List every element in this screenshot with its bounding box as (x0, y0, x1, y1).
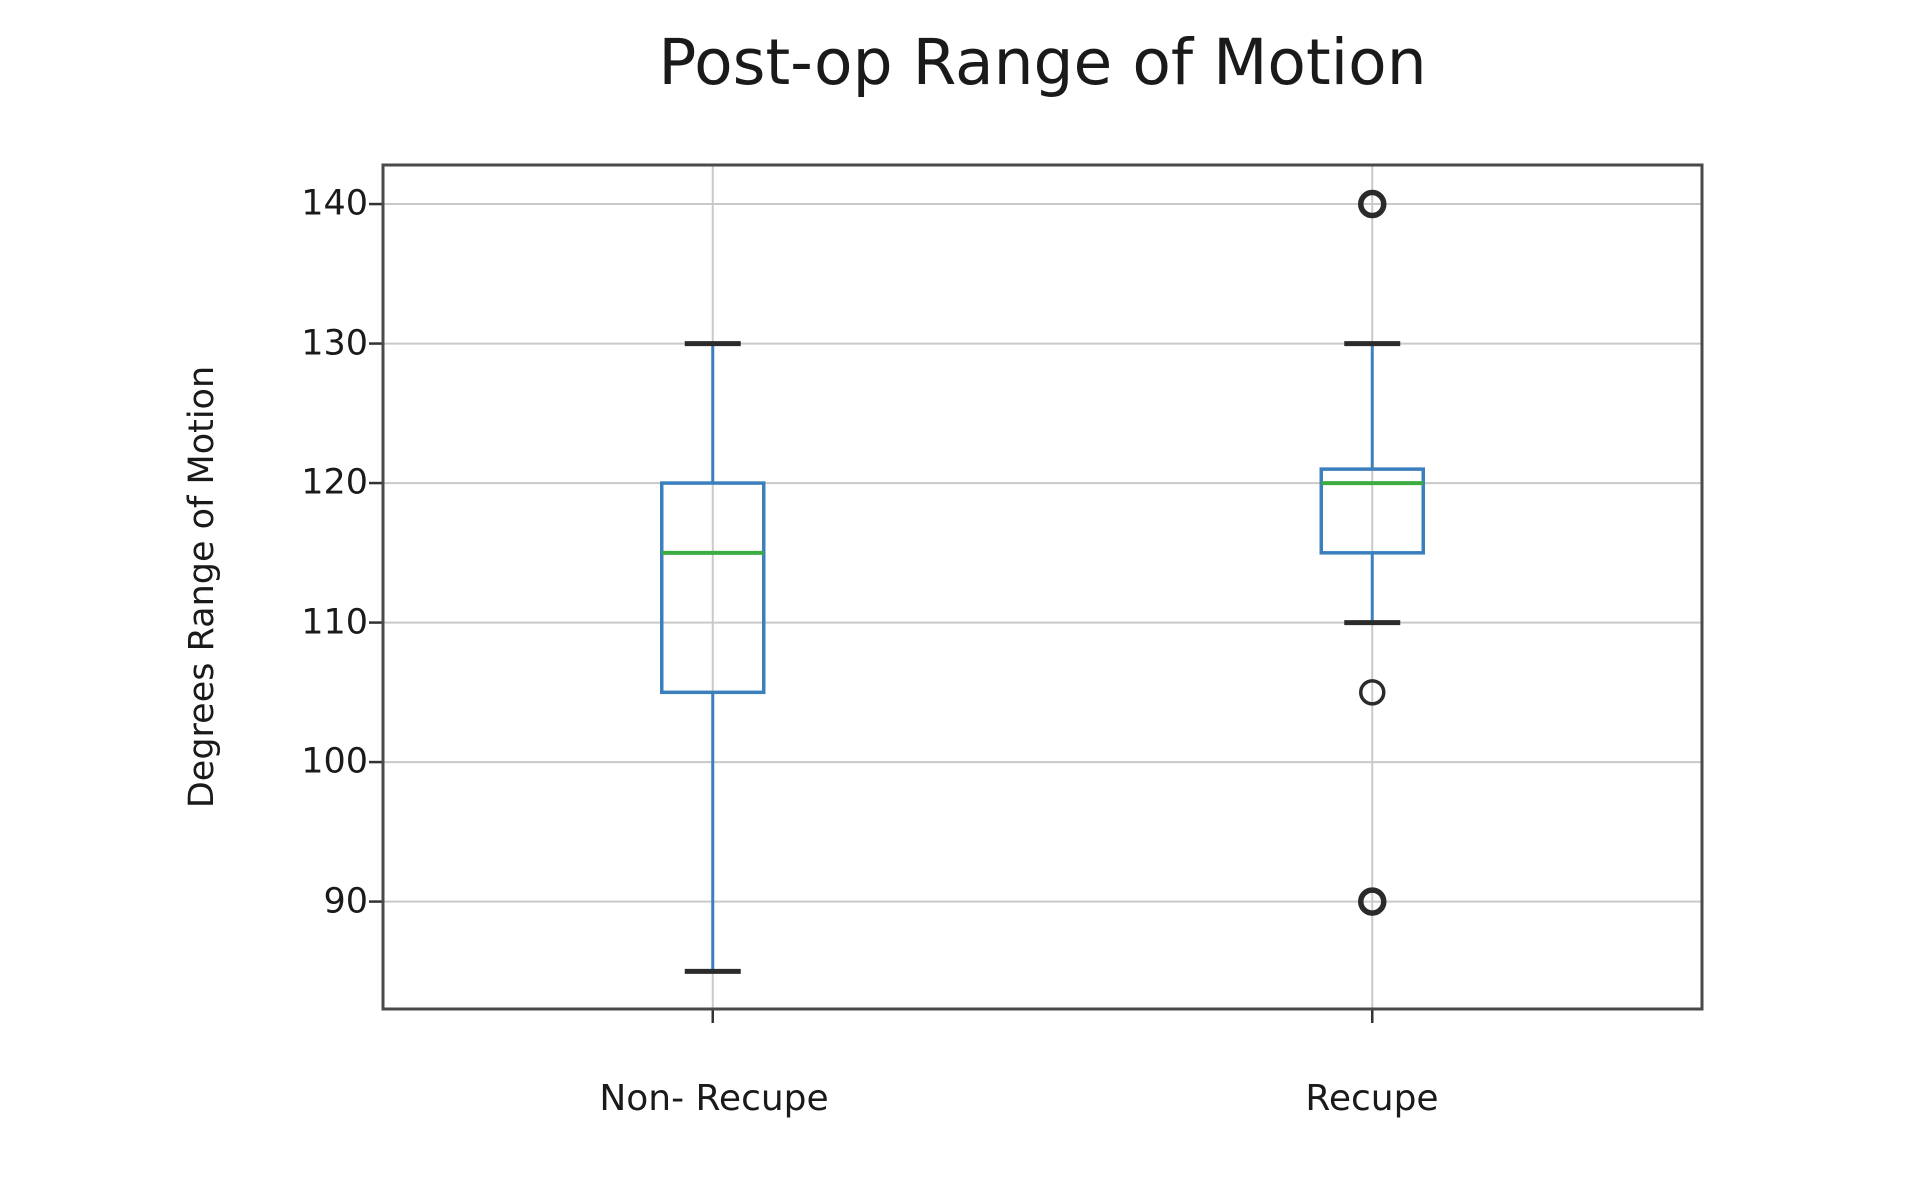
plot-border (381, 163, 1704, 1011)
outlier-marker-recupe-105 (1359, 679, 1386, 706)
y-tick-label-100: 100 (301, 741, 368, 782)
x-tick-label-recupe: Recupe (1305, 1078, 1439, 1119)
y-tick-label-120: 120 (301, 462, 368, 503)
chart-title: Post-op Range of Motion (658, 26, 1427, 99)
y-tick-label-90: 90 (323, 881, 368, 922)
x-tick-label-non-recupe: Non- Recupe (599, 1078, 829, 1119)
box-recupe (1319, 467, 1425, 555)
outlier-marker-recupe-90 (1358, 887, 1387, 916)
y-tick-label-140: 140 (301, 183, 368, 224)
outlier-marker-recupe-140 (1358, 189, 1387, 219)
y-tick-label-110: 110 (301, 602, 368, 643)
box-non-recupe (660, 481, 766, 695)
y-tick-label-130: 130 (301, 323, 368, 364)
